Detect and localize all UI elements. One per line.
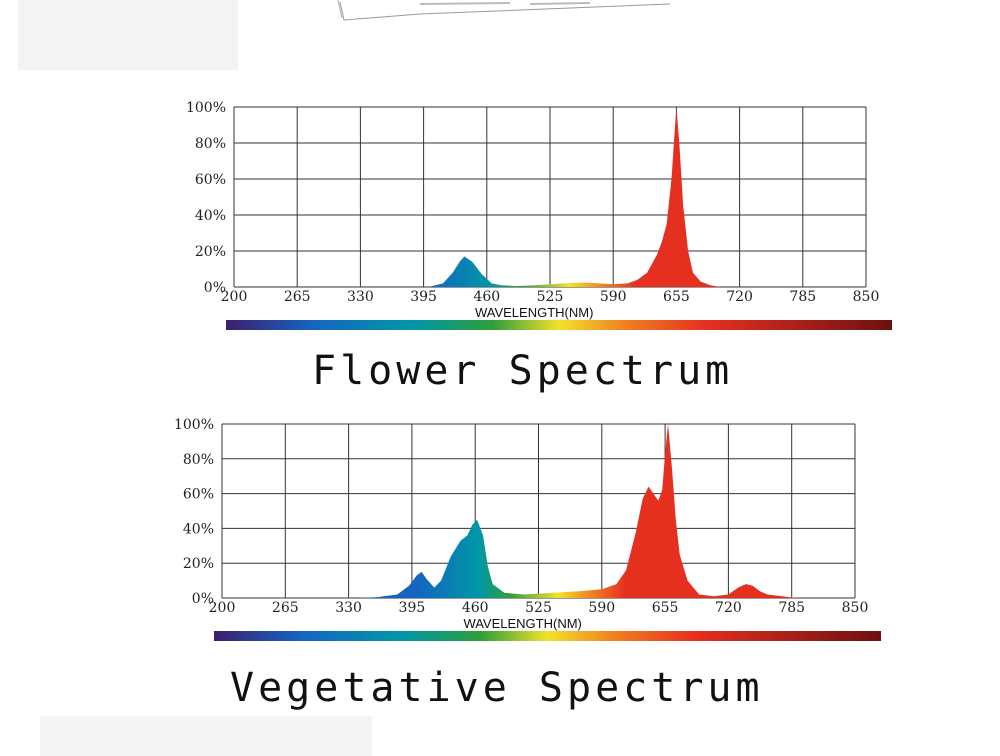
x-tick-label: 395 (399, 600, 426, 616)
flower-spectrum-title: Flower Spectrum (312, 348, 734, 394)
x-tick-label: 785 (778, 600, 805, 616)
y-tick-label: 20% (195, 244, 226, 260)
x-tick-label: 395 (410, 289, 437, 305)
x-tick-label: 785 (789, 289, 816, 305)
x-tick-label: 850 (842, 600, 869, 616)
y-tick-label: 80% (183, 452, 214, 468)
x-tick-label: 590 (588, 600, 615, 616)
y-tick-label: 40% (195, 208, 226, 224)
y-tick-label: 60% (183, 487, 214, 503)
y-tick-label: 60% (195, 172, 226, 188)
x-tick-label: 590 (600, 289, 627, 305)
x-tick-label: 460 (462, 600, 489, 616)
chart-0: 0% 20% 40% 60% 80% 100% 200 265 330 395 460 525 590 6… (186, 100, 892, 330)
vegetative-spectrum-title: Vegetative Spectrum (230, 665, 764, 711)
y-tick-label: 100% (174, 417, 214, 433)
x-tick-label: 330 (347, 289, 374, 305)
x-tick-label: 525 (537, 289, 564, 305)
x-axis-label: WAVELENGTH(NM) (463, 616, 581, 631)
background-panel (40, 716, 372, 756)
x-tick-label: 265 (272, 600, 299, 616)
x-tick-label: 655 (652, 600, 679, 616)
y-tick-label: 80% (195, 136, 226, 152)
x-axis-label: WAVELENGTH(NM) (475, 305, 593, 320)
x-tick-label: 655 (663, 289, 690, 305)
y-tick-label: 0% (204, 280, 226, 296)
light-fixture-image (337, 0, 671, 21)
x-tick-label: 850 (853, 289, 880, 305)
x-tick-label: 525 (525, 600, 552, 616)
spectrum-area (358, 424, 797, 598)
background-panel (18, 0, 238, 70)
y-tick-label: 100% (186, 100, 226, 116)
x-tick-label: 720 (726, 289, 753, 305)
y-tick-label: 0% (192, 591, 214, 607)
spectrum-color-bar (214, 631, 881, 641)
x-tick-label: 265 (284, 289, 311, 305)
x-tick-label: 330 (335, 600, 362, 616)
x-tick-label: 200 (221, 289, 248, 305)
spectrum-area (428, 107, 721, 287)
spectrum-color-bar (226, 320, 892, 330)
x-tick-label: 720 (715, 600, 742, 616)
y-tick-label: 20% (183, 556, 214, 572)
x-tick-label: 460 (473, 289, 500, 305)
x-tick-label: 200 (209, 600, 236, 616)
chart-1: 0% 20% 40% 60% 80% 100% 200 265 330 395 460 525 590 6… (174, 417, 881, 641)
y-tick-label: 40% (183, 521, 214, 537)
